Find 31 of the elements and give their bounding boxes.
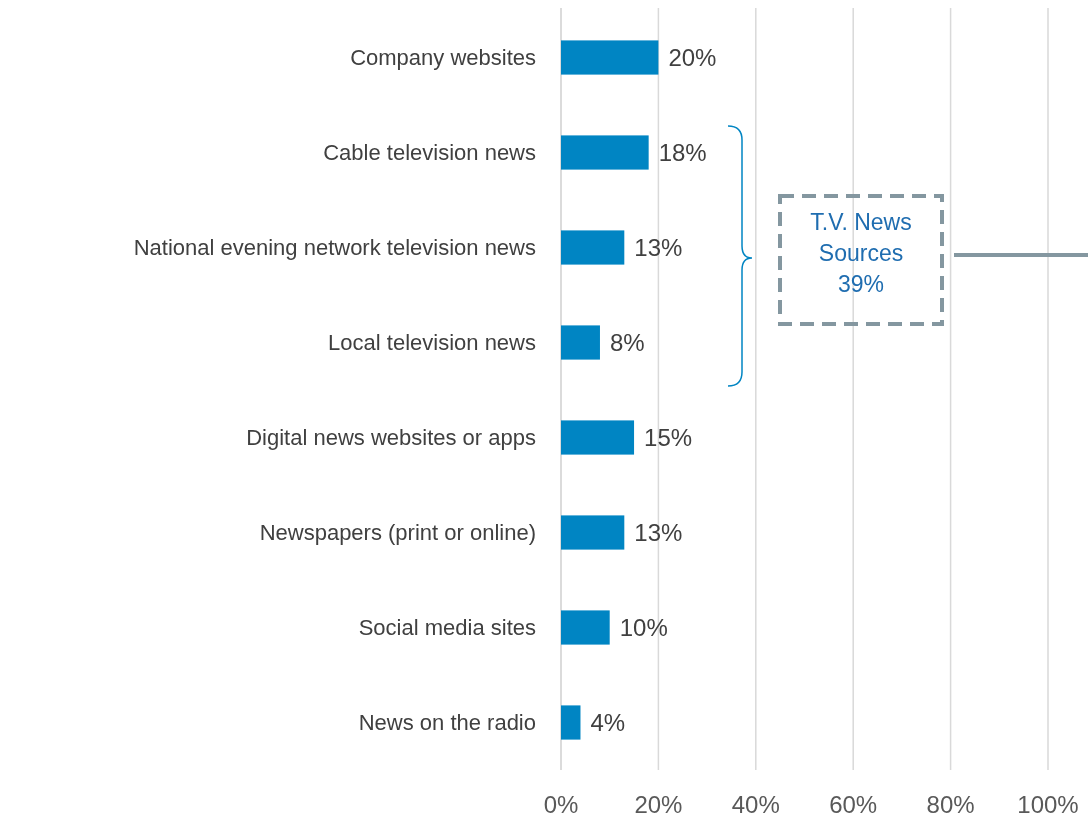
data-label: 20% bbox=[668, 43, 717, 71]
x-tick-label: 0% bbox=[543, 791, 579, 816]
bar bbox=[561, 515, 625, 550]
x-tick-label: 60% bbox=[829, 791, 878, 816]
y-tick-label: Local television news bbox=[328, 330, 536, 356]
data-label: 8% bbox=[609, 328, 645, 356]
data-label: 13% bbox=[634, 518, 683, 546]
y-tick-label: News on the radio bbox=[358, 710, 536, 736]
y-tick-label: Social media sites bbox=[358, 615, 536, 641]
data-label: 4% bbox=[590, 708, 626, 736]
bar bbox=[561, 40, 659, 75]
bar bbox=[561, 610, 610, 645]
data-label: 18% bbox=[658, 138, 707, 166]
bar bbox=[561, 420, 635, 455]
y-tick-label: Cable television news bbox=[323, 140, 536, 166]
y-tick-label: Digital news websites or apps bbox=[246, 425, 536, 451]
y-tick-label: National evening network television news bbox=[133, 235, 536, 261]
bar bbox=[561, 135, 649, 170]
data-label: 13% bbox=[634, 233, 683, 261]
y-tick-label: Newspapers (print or online) bbox=[259, 520, 536, 546]
x-tick-label: 80% bbox=[926, 791, 975, 816]
annotation: T.V. News Sources 39% bbox=[810, 209, 912, 297]
x-tick-label: 20% bbox=[634, 791, 683, 816]
x-tick-label: 40% bbox=[731, 791, 780, 816]
y-tick-label: Company websites bbox=[350, 45, 536, 71]
bar bbox=[561, 705, 581, 740]
data-label: 15% bbox=[644, 423, 693, 451]
data-label: 10% bbox=[619, 613, 668, 641]
x-tick-label: 100% bbox=[1017, 791, 1079, 816]
bar bbox=[561, 325, 600, 360]
bar bbox=[561, 230, 625, 265]
